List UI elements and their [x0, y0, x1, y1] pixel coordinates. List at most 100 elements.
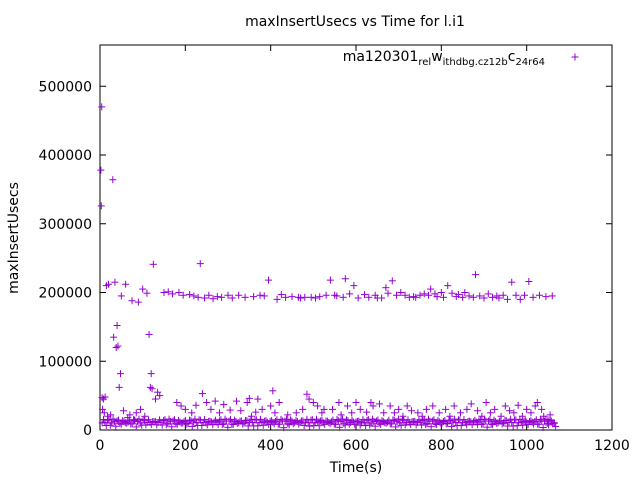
data-point [341, 421, 349, 429]
data-point [350, 282, 358, 290]
y-axis-label: maxInsertUsecs [6, 182, 22, 294]
data-point [516, 295, 524, 303]
data-point [207, 405, 215, 413]
data-point [134, 298, 142, 306]
data-point [116, 370, 124, 378]
data-point [98, 394, 106, 402]
data-point [198, 390, 206, 398]
data-point [486, 415, 494, 423]
data-point [435, 409, 443, 417]
data-point [237, 407, 245, 415]
data-point [430, 416, 438, 424]
data-point [550, 419, 558, 427]
data-point [516, 415, 524, 423]
data-point [444, 282, 452, 290]
y-tick-label: 100000 [39, 354, 92, 370]
data-point [256, 291, 264, 299]
data-point [506, 415, 514, 423]
data-point [427, 423, 435, 431]
data-point [439, 293, 447, 301]
data-point [228, 294, 236, 302]
data-point [258, 405, 266, 413]
data-point [463, 405, 471, 413]
data-point [371, 422, 379, 430]
data-point [422, 421, 430, 429]
plot-area [99, 44, 613, 431]
data-point [160, 417, 168, 425]
data-point [378, 294, 386, 302]
data-point [192, 401, 200, 409]
data-point [297, 294, 305, 302]
x-tick-label: 1200 [594, 438, 630, 454]
data-point [362, 422, 370, 430]
data-point [467, 400, 475, 408]
y-tick-label: 300000 [39, 217, 92, 233]
data-point [380, 409, 388, 417]
data-point [484, 290, 492, 298]
data-point [369, 402, 377, 410]
data-point [338, 415, 346, 423]
data-point [510, 409, 518, 417]
data-point [448, 289, 456, 297]
data-point [388, 277, 396, 285]
data-point [100, 409, 108, 417]
data-point [395, 405, 403, 413]
data-point [220, 401, 228, 409]
data-point [226, 415, 234, 423]
data-point [329, 405, 337, 413]
y-tick-label: 0 [83, 423, 92, 439]
data-point [419, 417, 427, 425]
data-point [115, 416, 123, 424]
data-point [288, 293, 296, 301]
data-point [460, 416, 468, 424]
data-point [115, 383, 123, 391]
data-point [111, 278, 119, 286]
data-point [471, 416, 479, 424]
data-point [374, 416, 382, 424]
x-axis-label: Time(s) [329, 460, 382, 476]
data-point [164, 288, 172, 296]
data-points [97, 103, 560, 432]
data-point [247, 412, 255, 420]
data-point [336, 423, 344, 431]
data-point [407, 407, 415, 415]
data-point [393, 291, 401, 299]
data-point [205, 291, 213, 299]
data-point [160, 289, 168, 296]
x-tick-label: 1000 [509, 438, 545, 454]
data-point [483, 423, 491, 431]
data-point [414, 409, 422, 417]
data-point [282, 293, 290, 301]
data-point [292, 409, 300, 417]
data-point [188, 422, 196, 430]
legend-label: ma120301relwithdbg.cz12bc24r64 [343, 49, 545, 68]
data-point [117, 292, 125, 300]
legend-label-part: c [508, 49, 516, 65]
data-point [314, 402, 322, 410]
data-point [427, 285, 435, 293]
data-point [542, 293, 550, 301]
data-point [538, 405, 546, 413]
data-point [348, 409, 356, 417]
data-point [156, 392, 164, 400]
data-point [113, 322, 121, 329]
data-point [382, 284, 390, 292]
data-point [352, 399, 360, 406]
data-point [389, 416, 397, 424]
data-point [175, 289, 183, 296]
data-point [177, 402, 185, 410]
data-point [405, 293, 413, 301]
legend-label-part: w [431, 49, 442, 65]
data-point [527, 409, 535, 417]
data-point [179, 291, 187, 299]
data-point [186, 416, 194, 424]
y-tick-label: 500000 [39, 79, 92, 95]
data-point [97, 202, 105, 210]
data-point [105, 280, 113, 288]
data-point [247, 415, 255, 423]
data-point [139, 285, 147, 293]
data-point [326, 276, 334, 284]
data-point [162, 421, 170, 429]
data-point [332, 420, 340, 428]
data-point [196, 260, 204, 268]
